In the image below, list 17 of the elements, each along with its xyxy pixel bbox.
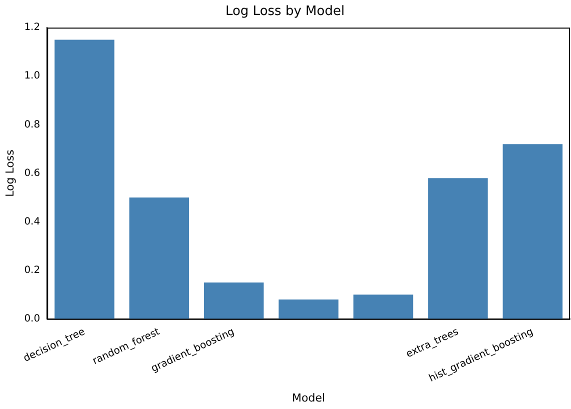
y-tick-label: 0.0 bbox=[24, 314, 40, 325]
chart-title: Log Loss by Model bbox=[225, 4, 345, 20]
y-tick-label: 0.6 bbox=[24, 168, 40, 179]
bar bbox=[278, 300, 338, 319]
bar bbox=[129, 198, 190, 319]
bar bbox=[502, 144, 563, 319]
bar bbox=[353, 294, 414, 319]
bar bbox=[54, 40, 114, 319]
bar bbox=[204, 282, 264, 319]
y-tick-label: 0.8 bbox=[24, 119, 40, 130]
y-tick-label: 1.0 bbox=[24, 70, 40, 82]
x-axis-title: Model bbox=[292, 391, 326, 404]
y-tick-label: 0.2 bbox=[24, 264, 40, 276]
y-axis-title: Log Loss bbox=[3, 149, 16, 197]
y-tick-label: 1.2 bbox=[24, 22, 40, 34]
y-tick-label: 0.4 bbox=[24, 216, 40, 228]
bar bbox=[428, 178, 488, 319]
